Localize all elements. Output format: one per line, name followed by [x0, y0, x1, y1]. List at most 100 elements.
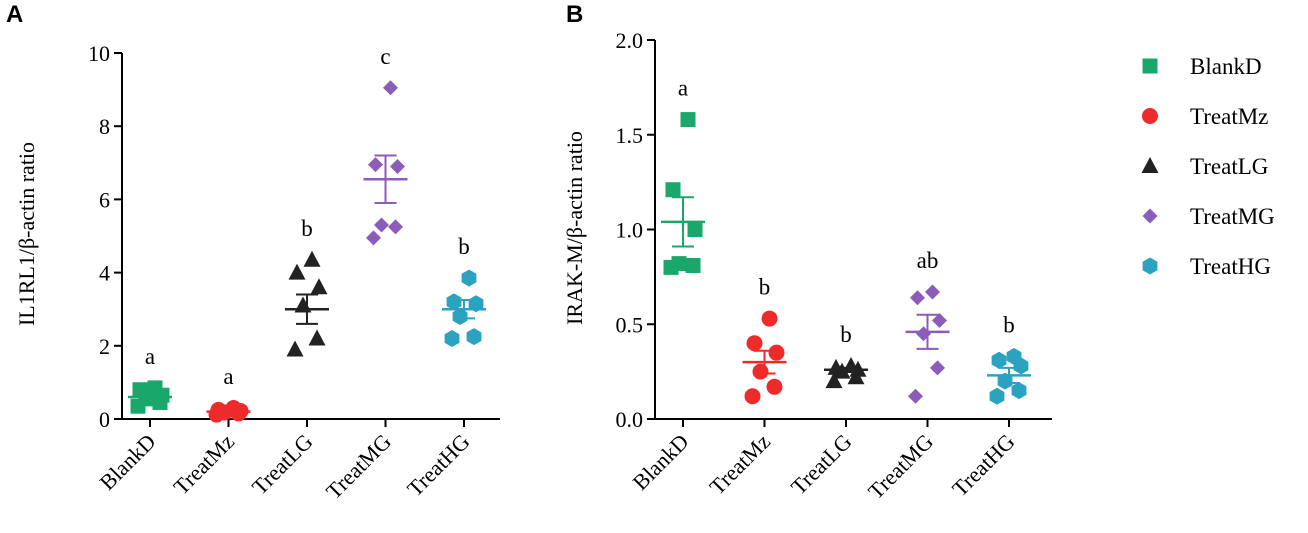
panel-b-y-tick-label: 0.5: [616, 312, 644, 337]
panel-a-point-treatlg: [308, 329, 326, 346]
panel-a-point-blankd: [132, 382, 148, 398]
legend-marker-treatmz: [1142, 108, 1158, 124]
panel-b-plot: 0.0 0.5 1.0 1.5 2.0 BlankD a TreatMz b TreatLG b Tr…: [616, 28, 1052, 504]
panel-a-y-tick-label: 6: [99, 187, 110, 212]
panel-a-y-axis-title: IL1RL1/β-actin ratio: [14, 142, 39, 326]
panel-a-point-treathg: [452, 308, 468, 325]
legend: BlankD TreatMz TreatLG TreatMG TreatHG: [1141, 54, 1275, 279]
panel-b-point-treatmg: [916, 326, 931, 342]
panel-b-significance-letter: b: [840, 322, 852, 347]
panel-a-category-label: TreatHG: [402, 429, 474, 501]
panel-b-point-blankd: [665, 182, 681, 198]
panel-a-point-treatmg: [368, 157, 383, 173]
panel-b-point-treatmg: [910, 290, 925, 306]
legend-symbol-treathg: [1142, 257, 1158, 275]
legend-symbol-blankd: [1142, 58, 1158, 74]
panel-a-y-tick-label: 10: [88, 41, 110, 66]
panel-b-point-treatmz: [768, 344, 785, 361]
panel-a-point-treatmg: [383, 80, 398, 96]
panel-a-point-treatlg: [310, 278, 328, 295]
panel-a-point-treathg: [461, 269, 477, 287]
panel-a-significance-letter: b: [458, 234, 470, 259]
legend-item-blankd: BlankD: [1142, 54, 1262, 79]
panel-a-point-treatlg: [303, 250, 321, 267]
panel-b: B IRAK-M/β-actin ratio 0.0 0.5 1.0 1.5 2.0 Bl…: [562, 1, 1052, 504]
panel-a-y-tick-label: 4: [99, 261, 110, 286]
panel-a-letter: A: [6, 1, 23, 28]
legend-label-treatmg: TreatMG: [1190, 204, 1275, 229]
panel-a-category-label: TreatMz: [168, 429, 239, 500]
panel-a-plot: 0 2 4 6 8 10 BlankD a TreatMz a TreatLG b TreatMG c Tr…: [88, 41, 500, 504]
panel-b-y-tick-label: 2.0: [616, 28, 644, 53]
legend-label-blankd: BlankD: [1190, 54, 1262, 79]
panel-b-point-treatlg: [825, 372, 843, 389]
legend-item-treatmz: TreatMz: [1142, 104, 1268, 129]
panel-a-point-treatmg: [366, 230, 381, 246]
panel-b-point-treatmg: [932, 312, 947, 328]
legend-symbol-treatmz: [1142, 108, 1158, 124]
legend-marker-treatmg: [1142, 208, 1158, 224]
panel-a-y-tick-label: 8: [99, 114, 110, 139]
panel-b-point-treatmz: [746, 335, 763, 352]
panel-a-point-treatlg: [286, 340, 304, 357]
panel-b-y-tick-label: 0.0: [616, 407, 644, 432]
legend-item-treathg: TreatHG: [1142, 254, 1271, 279]
legend-symbol-treatlg: [1141, 157, 1159, 173]
panel-b-point-treatmg: [908, 388, 923, 404]
panel-a-category-label: TreatMG: [321, 429, 396, 504]
legend-symbol-treatmg: [1142, 208, 1158, 224]
panel-b-point-treatmz: [752, 363, 769, 380]
panel-b-point-blankd: [687, 222, 703, 237]
panel-b-category-label: BlankD: [627, 429, 693, 495]
panel-b-point-treatmg: [925, 284, 940, 300]
panel-b-significance-letter: ab: [917, 248, 939, 273]
panel-a-category-label: BlankD: [94, 429, 160, 495]
panel-a-point-treathg: [466, 328, 482, 346]
panel-a-significance-letter: c: [380, 44, 390, 69]
panel-a-y-tick-label: 0: [99, 407, 110, 432]
panel-b-point-treathg: [991, 351, 1007, 369]
legend-item-treatmg: TreatMG: [1142, 204, 1275, 229]
panel-a: A IL1RL1/β-actin ratio 0 2 4 6 8 10 BlankD a Tre…: [6, 1, 500, 504]
panel-b-point-treatmz: [766, 378, 783, 395]
panel-b-y-tick-label: 1.0: [616, 218, 644, 243]
legend-label-treathg: TreatHG: [1190, 254, 1271, 279]
panel-b-category-label: TreatHG: [947, 429, 1019, 501]
panel-b-significance-letter: b: [1003, 312, 1015, 337]
legend-marker-treathg: [1142, 257, 1158, 275]
panel-b-category-label: TreatMz: [704, 429, 775, 500]
panel-b-significance-letter: a: [678, 76, 688, 101]
panel-a-y-tick-label: 2: [99, 334, 110, 359]
legend-label-treatlg: TreatLG: [1190, 154, 1268, 179]
panel-a-point-treatlg: [288, 263, 306, 280]
panel-a-point-treatmg: [388, 219, 403, 235]
panel-a-significance-letter: a: [223, 364, 233, 389]
panel-b-y-axis-title: IRAK-M/β-actin ratio: [562, 131, 587, 325]
legend-marker-blankd: [1142, 58, 1158, 74]
panel-b-point-treatmg: [930, 360, 945, 376]
panel-b-point-treathg: [989, 387, 1005, 405]
panel-a-significance-letter: a: [145, 344, 155, 369]
panel-b-point-treatmz: [761, 310, 778, 327]
panel-b-point-treathg: [1006, 348, 1022, 365]
panel-b-category-label: TreatMG: [863, 429, 938, 504]
panel-b-point-treatmz: [744, 388, 761, 405]
panel-b-letter: B: [566, 1, 583, 28]
panel-a-point-treathg: [444, 330, 460, 347]
panel-a-category-label: TreatLG: [247, 429, 318, 500]
panel-b-point-blankd: [685, 258, 701, 274]
panel-a-point-treatmg: [390, 158, 405, 174]
panel-b-point-blankd: [680, 112, 696, 128]
panel-a-point-blankd: [147, 380, 163, 396]
panel-b-y-tick-label: 1.5: [616, 123, 644, 148]
panel-a-significance-letter: b: [301, 216, 313, 241]
panel-a-point-treatmg: [374, 217, 389, 233]
panel-b-category-label: TreatLG: [786, 429, 857, 500]
panel-b-point-treathg: [1011, 382, 1027, 400]
panel-b-significance-letter: b: [759, 275, 771, 300]
legend-marker-treatlg: [1141, 157, 1159, 173]
panel-b-point-blankd: [671, 256, 687, 272]
legend-item-treatlg: TreatLG: [1141, 154, 1268, 179]
legend-label-treatmz: TreatMz: [1190, 104, 1268, 129]
